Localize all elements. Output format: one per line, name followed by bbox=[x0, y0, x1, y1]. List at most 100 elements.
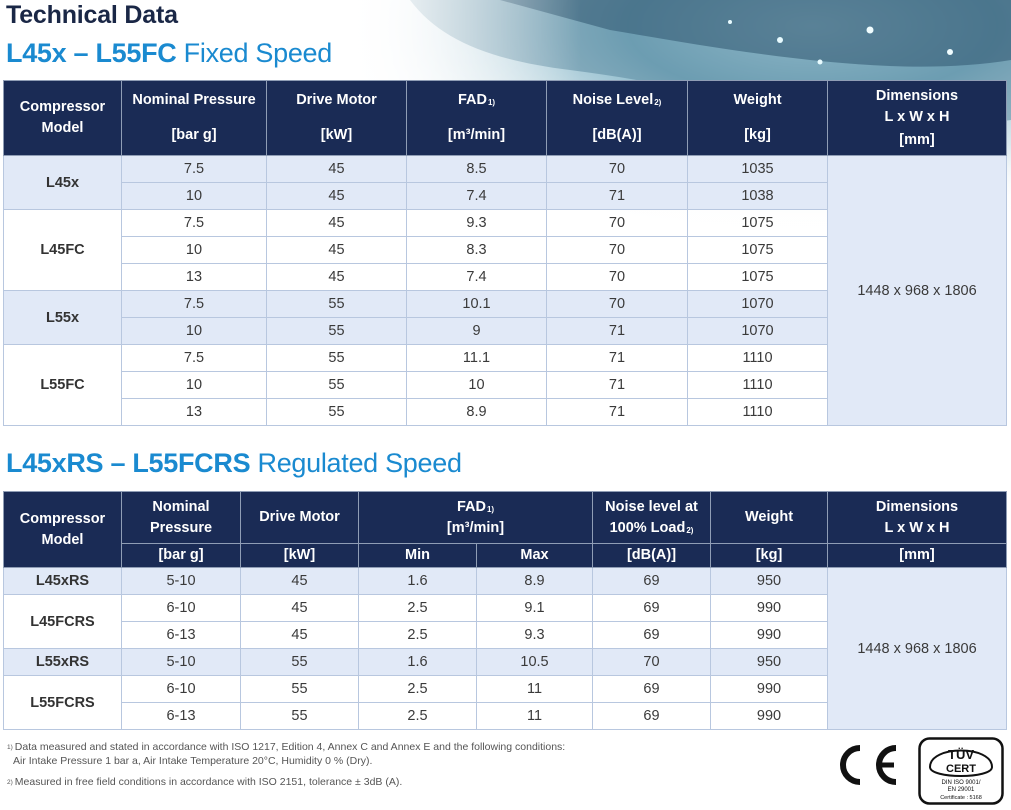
header-dimensions-lwh: L x W x H bbox=[884, 519, 950, 536]
weight-cell: 1075 bbox=[687, 209, 828, 237]
header-fad-unit: [m³/min] bbox=[447, 127, 506, 143]
table-row: 13 55 8.9 71 1110 bbox=[4, 398, 1007, 426]
noise-cell: 70 bbox=[546, 155, 688, 183]
header-fad: FAD1) [m³/min] bbox=[358, 491, 593, 544]
fad-cell: 8.3 bbox=[406, 236, 547, 264]
regulated-speed-title-type: Regulated Speed bbox=[250, 448, 462, 478]
footnote-ref-2: 2) bbox=[654, 98, 662, 107]
regulated-speed-title: L45xRS – L55FCRS Regulated Speed bbox=[6, 448, 462, 479]
pressure-cell: 6-10 bbox=[121, 594, 241, 622]
header-weight: Weight bbox=[710, 491, 828, 544]
header-fad-unit: [m³/min] bbox=[446, 519, 505, 536]
fixed-speed-title: L45x – L55FC Fixed Speed bbox=[6, 38, 332, 69]
header-dimensions-unit: [mm] bbox=[827, 543, 1007, 568]
fixed-speed-title-type: Fixed Speed bbox=[176, 38, 333, 68]
fad-max-cell: 9.1 bbox=[476, 594, 593, 622]
fad-min-cell: 1.6 bbox=[358, 648, 477, 676]
tuv-logo-cert: CERT bbox=[946, 763, 976, 775]
fad-max-cell: 8.9 bbox=[476, 567, 593, 595]
fad-max-cell: 10.5 bbox=[476, 648, 593, 676]
noise-cell: 71 bbox=[546, 371, 688, 399]
header-nominal-pressure-unit: [bar g] bbox=[171, 127, 217, 143]
footnote-ref-1: 1) bbox=[486, 504, 495, 514]
pressure-cell: 13 bbox=[121, 263, 267, 291]
header-fad-min: Min bbox=[358, 543, 477, 568]
weight-cell: 1075 bbox=[687, 236, 828, 264]
pressure-cell: 5-10 bbox=[121, 648, 241, 676]
motor-cell: 55 bbox=[266, 317, 407, 345]
model-name: L55FCRS bbox=[3, 675, 122, 730]
weight-cell: 1070 bbox=[687, 290, 828, 318]
pressure-cell: 10 bbox=[121, 317, 267, 345]
fad-max-cell: 9.3 bbox=[476, 621, 593, 649]
motor-cell: 45 bbox=[266, 209, 407, 237]
motor-cell: 45 bbox=[266, 182, 407, 210]
fad-cell: 9 bbox=[406, 317, 547, 345]
footnote-2-mark: 2) bbox=[7, 779, 13, 786]
pressure-cell: 7.5 bbox=[121, 155, 267, 183]
model-name: L45x bbox=[3, 155, 122, 210]
weight-cell: 990 bbox=[710, 594, 828, 622]
header-dimensions: Dimensions L x W x H [mm] bbox=[827, 80, 1007, 156]
motor-cell: 55 bbox=[240, 702, 359, 730]
header-drive-motor-unit: [kW] bbox=[240, 543, 359, 568]
table-row: 6-13 55 2.5 11 69 990 bbox=[4, 702, 1007, 730]
fad-cell: 8.5 bbox=[406, 155, 547, 183]
weight-cell: 1035 bbox=[687, 155, 828, 183]
fad-cell: 11.1 bbox=[406, 344, 547, 372]
weight-cell: 990 bbox=[710, 621, 828, 649]
weight-cell: 950 bbox=[710, 567, 828, 595]
model-name: L45FCRS bbox=[3, 594, 122, 649]
weight-cell: 990 bbox=[710, 702, 828, 730]
pressure-cell: 7.5 bbox=[121, 344, 267, 372]
noise-cell: 70 bbox=[546, 209, 688, 237]
page-title: Technical Data bbox=[6, 1, 178, 29]
pressure-cell: 6-10 bbox=[121, 675, 241, 703]
motor-cell: 55 bbox=[266, 398, 407, 426]
header-noise-label: Noise level at 100% Load bbox=[605, 498, 698, 536]
table-row: 13 45 7.4 70 1075 bbox=[4, 263, 1007, 291]
header-compressor-model: Compressor Model bbox=[3, 80, 122, 156]
tuv-logo-standard: DIN ISO 9001/ bbox=[941, 780, 980, 786]
weight-cell: 1110 bbox=[687, 344, 828, 372]
fad-max-cell: 11 bbox=[476, 702, 593, 730]
motor-cell: 55 bbox=[240, 648, 359, 676]
header-drive-motor-unit: [kW] bbox=[320, 127, 353, 143]
footnote-1-mark: 1) bbox=[7, 744, 13, 751]
pressure-cell: 10 bbox=[121, 371, 267, 399]
dimensions-value: 1448 x 968 x 1806 bbox=[827, 155, 1007, 426]
pressure-cell: 10 bbox=[121, 236, 267, 264]
motor-cell: 45 bbox=[266, 155, 407, 183]
weight-cell: 950 bbox=[710, 648, 828, 676]
table-row: 10 55 10 71 1110 bbox=[4, 371, 1007, 399]
model-name: L55x bbox=[3, 290, 122, 345]
header-nominal-pressure-unit: [bar g] bbox=[121, 543, 241, 568]
pressure-cell: 7.5 bbox=[121, 209, 267, 237]
table-row: L45FCRS 6-10 45 2.5 9.1 69 990 bbox=[3, 594, 1007, 649]
footnote-ref-1: 1) bbox=[487, 98, 496, 107]
header-drive-motor: Drive Motor [kW] bbox=[266, 80, 407, 156]
footnote-1-line-1: Data measured and stated in accordance w… bbox=[14, 741, 566, 753]
pressure-cell: 6-13 bbox=[121, 702, 241, 730]
tuv-logo-en: EN 29001 bbox=[948, 787, 975, 793]
fad-min-cell: 1.6 bbox=[358, 567, 477, 595]
weight-cell: 1075 bbox=[687, 263, 828, 291]
fad-min-cell: 2.5 bbox=[358, 675, 477, 703]
pressure-cell: 10 bbox=[121, 182, 267, 210]
fad-min-cell: 2.5 bbox=[358, 702, 477, 730]
noise-cell: 69 bbox=[592, 567, 711, 595]
header-drive-motor: Drive Motor bbox=[240, 491, 359, 544]
motor-cell: 45 bbox=[240, 567, 359, 595]
motor-cell: 45 bbox=[266, 263, 407, 291]
noise-cell: 69 bbox=[592, 621, 711, 649]
pressure-cell: 13 bbox=[121, 398, 267, 426]
noise-cell: 70 bbox=[546, 263, 688, 291]
regulated-speed-table: Compressor Model Nominal Pressure Drive … bbox=[3, 491, 1007, 730]
model-name: L45xRS bbox=[3, 567, 122, 595]
ce-mark-icon bbox=[840, 745, 897, 785]
pressure-cell: 7.5 bbox=[121, 290, 267, 318]
header-dimensions: Dimensions L x W x H bbox=[827, 491, 1007, 544]
noise-cell: 71 bbox=[546, 317, 688, 345]
header-drive-motor-label: Drive Motor bbox=[296, 92, 377, 108]
footnote-1: 1) Data measured and stated in accordance… bbox=[6, 741, 565, 768]
